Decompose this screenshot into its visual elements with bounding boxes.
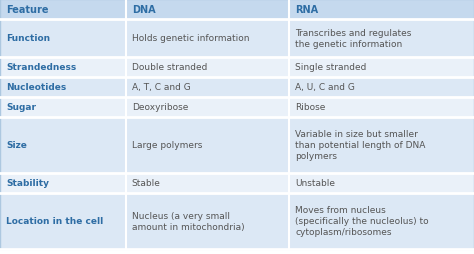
Text: Stable: Stable (132, 179, 161, 187)
Bar (126, 0, 289, 20)
Text: Stability: Stability (6, 179, 49, 187)
Text: Feature: Feature (6, 5, 49, 15)
Text: Strandedness: Strandedness (6, 63, 76, 72)
Text: Transcribes and regulates
the genetic information: Transcribes and regulates the genetic in… (295, 29, 412, 49)
Text: Function: Function (6, 34, 50, 43)
Text: Deoxyribose: Deoxyribose (132, 103, 188, 112)
Bar (0, 117, 474, 173)
Text: Variable in size but smaller
than potential length of DNA
polymers: Variable in size but smaller than potent… (295, 130, 426, 161)
Text: Holds genetic information: Holds genetic information (132, 34, 249, 43)
Text: A, T, C and G: A, T, C and G (132, 83, 191, 92)
Bar (0, 97, 474, 117)
Bar (0, 0, 126, 20)
Text: Location in the cell: Location in the cell (6, 216, 103, 226)
Text: Nucleotides: Nucleotides (6, 83, 66, 92)
Text: Nucleus (a very small
amount in mitochondria): Nucleus (a very small amount in mitochon… (132, 211, 245, 231)
Text: Size: Size (6, 141, 27, 150)
Text: Large polymers: Large polymers (132, 141, 202, 150)
Bar (0, 173, 474, 193)
Text: Double stranded: Double stranded (132, 63, 207, 72)
Bar (0, 77, 474, 97)
Text: RNA: RNA (295, 5, 319, 15)
Text: Single stranded: Single stranded (295, 63, 367, 72)
Bar (289, 0, 474, 20)
Bar (0, 193, 474, 249)
Text: Moves from nucleus
(specifically the nucleolus) to
cytoplasm/ribosomes: Moves from nucleus (specifically the nuc… (295, 205, 429, 236)
Text: DNA: DNA (132, 5, 155, 15)
Text: Ribose: Ribose (295, 103, 326, 112)
Bar (0, 20, 474, 58)
Bar (0, 58, 474, 77)
Text: A, U, C and G: A, U, C and G (295, 83, 355, 92)
Text: Unstable: Unstable (295, 179, 335, 187)
Text: Sugar: Sugar (6, 103, 36, 112)
